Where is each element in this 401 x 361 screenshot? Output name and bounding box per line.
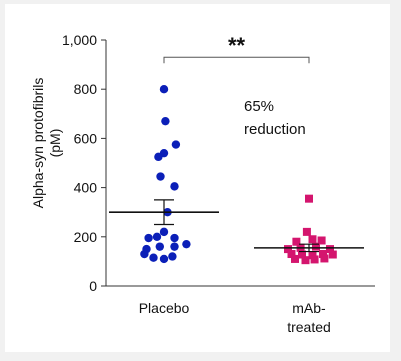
y-tick-label: 0 (89, 278, 97, 294)
data-point (159, 254, 169, 264)
reduction-annotation: reduction (244, 121, 306, 138)
data-point (291, 254, 299, 263)
data-point (159, 227, 169, 237)
data-point (284, 245, 292, 254)
data-points (140, 85, 337, 265)
data-point (308, 251, 317, 260)
y-axis: 0 200 400 600 800 1,000 Alpha-syn protofibrils… (30, 32, 107, 294)
data-point (317, 236, 326, 245)
y-tick-label: 400 (74, 180, 98, 196)
data-point (310, 255, 319, 264)
data-point (149, 253, 158, 262)
data-point (319, 250, 327, 259)
y-tick-label: 1,000 (62, 32, 97, 48)
y-axis-title: Alpha-syn protofibrils(pM) (30, 78, 63, 209)
y-tick-label: 200 (74, 229, 98, 245)
y-axis-title-line: (pM) (47, 129, 63, 158)
data-point (161, 116, 170, 126)
data-point (154, 152, 163, 162)
data-point (312, 242, 320, 251)
data-point (305, 194, 313, 203)
data-point (144, 233, 153, 243)
y-axis-title-line: Alpha-syn protofibrils (30, 78, 46, 209)
mean-sem-bars (109, 199, 364, 253)
x-category-label: treated (287, 319, 331, 335)
data-point (320, 254, 329, 263)
scatter-chart: 0 200 400 600 800 1,000 Alpha-syn protofibrils… (30, 32, 375, 335)
significance-label: ** (228, 33, 246, 58)
reduction-annotation: 65% (244, 98, 274, 115)
data-point (308, 235, 317, 244)
data-point (292, 237, 301, 246)
chart-panel: 0 200 400 600 800 1,000 Alpha-syn protofibrils… (5, 4, 390, 352)
data-point (156, 172, 165, 181)
data-point (326, 245, 334, 254)
x-category-label: Placebo (139, 300, 190, 316)
data-point (159, 85, 169, 94)
data-point (140, 249, 149, 259)
data-point (287, 250, 296, 259)
data-point (170, 182, 179, 191)
x-axis: Placebo mAb-treated (106, 285, 375, 335)
data-point (155, 242, 164, 251)
data-point (301, 256, 310, 265)
data-point (170, 242, 179, 251)
data-point (168, 252, 177, 261)
data-point (170, 233, 179, 243)
data-point (328, 250, 337, 259)
significance-bracket (163, 56, 310, 64)
data-point (298, 250, 306, 259)
data-point (152, 232, 162, 241)
data-point (171, 140, 181, 149)
annotations: ** 65% reduction (163, 33, 310, 138)
y-tick-label: 800 (74, 81, 98, 97)
data-point (302, 227, 311, 236)
data-point (182, 239, 191, 249)
y-tick-label: 600 (74, 130, 98, 146)
x-category-label: mAb- (292, 300, 326, 316)
